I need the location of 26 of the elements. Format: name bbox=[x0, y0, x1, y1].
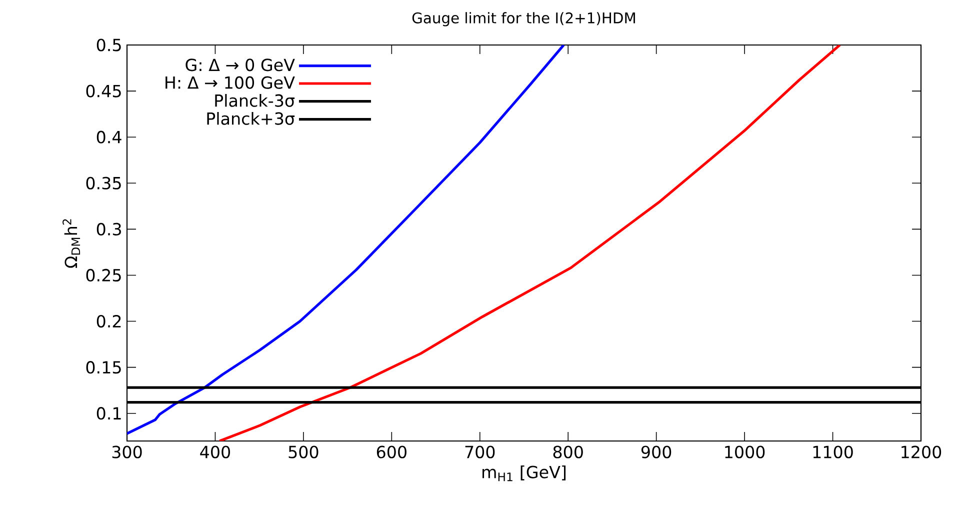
x-tick-label: 900 bbox=[641, 446, 672, 458]
x-tick-label: 1000 bbox=[725, 446, 765, 458]
y-tick-label: 0.2 bbox=[96, 314, 121, 328]
x-tick-label: 300 bbox=[112, 446, 142, 458]
chart-title: Gauge limit for the I(2+1)HDM bbox=[412, 12, 635, 26]
x-tick-label: 1200 bbox=[902, 446, 942, 458]
x-tick-label: 700 bbox=[465, 446, 495, 458]
y-tick-label: 0.4 bbox=[96, 130, 122, 144]
x-tick-label: 800 bbox=[553, 446, 583, 458]
x-tick-label: 1100 bbox=[813, 446, 853, 458]
y-tick-label: 0.1 bbox=[96, 407, 121, 420]
y-tick-label: 0.15 bbox=[86, 361, 121, 374]
y-tick-label: 0.25 bbox=[86, 268, 121, 282]
x-tick-label: 400 bbox=[200, 446, 230, 458]
x-tick-label: 600 bbox=[376, 446, 406, 458]
y-tick-label: 0.45 bbox=[86, 84, 121, 98]
legend-label: H: Δ → 100 GeV bbox=[166, 76, 295, 89]
legend-label: Planck+3σ bbox=[207, 112, 295, 125]
x-axis-title: m$_{H1}$ [GeV] bbox=[482, 465, 566, 482]
y-axis-title: Ω$_{DM}$h$^{2}$ bbox=[62, 219, 80, 268]
y-tick-label: 0.3 bbox=[96, 222, 121, 236]
x-tick-label: 500 bbox=[288, 446, 318, 458]
legend-label: Planck-3σ bbox=[215, 94, 295, 107]
y-tick-label: 0.35 bbox=[86, 176, 121, 190]
legend-label: G: Δ → 0 GeV bbox=[186, 58, 295, 72]
y-tick-label: 0.5 bbox=[96, 38, 121, 52]
